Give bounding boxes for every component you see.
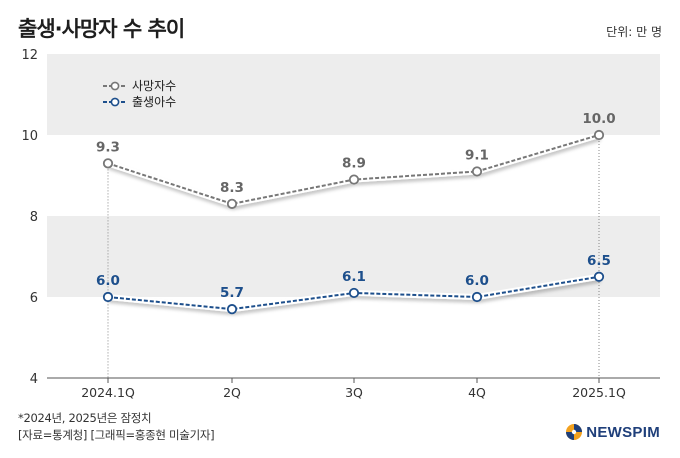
x-tick-label: 3Q	[345, 385, 363, 400]
x-axis: 2024.1Q 2Q 3Q 4Q 2025.1Q	[47, 377, 660, 400]
data-point	[593, 129, 605, 141]
data-point	[471, 291, 483, 303]
brand-name: NEWSPIM	[586, 423, 660, 441]
y-tick-label: 12	[21, 48, 38, 63]
data-label: 6.1	[342, 269, 366, 285]
data-label: 6.0	[96, 273, 120, 289]
x-tick-label: 2024.1Q	[81, 385, 135, 400]
data-label: 6.0	[465, 273, 489, 289]
y-tick-label: 10	[21, 129, 38, 144]
x-tick-label: 2Q	[223, 385, 241, 400]
series-deaths: 9.3 8.3 8.9 9.1 10.0	[96, 111, 616, 209]
data-point	[348, 174, 360, 185]
footnote-source: [자료=통계청] [그래픽=홍종현 미술기자]	[18, 428, 215, 442]
data-point	[226, 304, 238, 315]
footnote-provisional: *2024년, 2025년은 잠정치	[18, 411, 152, 425]
data-point	[593, 271, 605, 282]
data-label: 8.3	[220, 180, 244, 196]
data-label: 6.5	[587, 253, 611, 269]
y-tick-label: 6	[30, 291, 38, 306]
chart-title: 출생·사망자 수 추이	[18, 17, 185, 41]
grid-bands	[47, 54, 660, 297]
data-label: 9.1	[465, 147, 489, 163]
data-label: 9.3	[96, 139, 120, 155]
x-tick-label: 4Q	[468, 385, 486, 400]
x-tick-label: 2025.1Q	[572, 385, 626, 400]
data-point	[102, 291, 114, 303]
newspim-logo: NEWSPIM	[565, 423, 660, 441]
legend-label: 사망자수	[132, 79, 176, 93]
series-births: 6.0 5.7 6.1 6.0 6.5	[96, 253, 611, 315]
legend-label: 출생아수	[132, 95, 176, 109]
y-axis: 4 6 8 10 12	[21, 48, 38, 387]
y-tick-label: 8	[30, 210, 38, 225]
data-point	[348, 287, 360, 299]
newspim-globe-icon	[566, 424, 583, 440]
grid-band	[47, 54, 660, 135]
data-label: 8.9	[342, 156, 366, 172]
data-point	[471, 166, 483, 177]
data-label: 10.0	[582, 111, 615, 127]
y-tick-label: 4	[30, 372, 38, 387]
unit-label: 단위: 만 명	[606, 25, 662, 39]
data-point	[102, 158, 114, 169]
legend-swatch-marker	[110, 81, 120, 91]
series-layer: 9.3 8.3 8.9 9.1 10.0 6.0 5.7 6.1 6.0 6.5	[96, 111, 616, 315]
data-point	[226, 198, 238, 209]
data-label: 5.7	[220, 285, 244, 301]
legend-swatch-marker	[110, 97, 120, 107]
